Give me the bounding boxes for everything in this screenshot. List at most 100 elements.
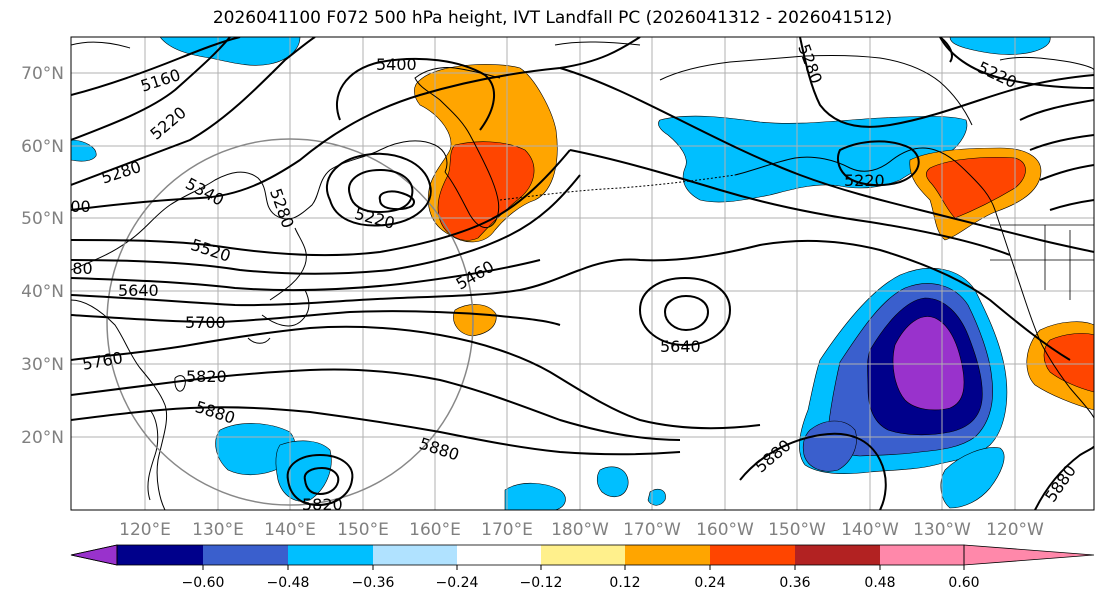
contour-5520 bbox=[71, 174, 581, 275]
cyan-region-northwest bbox=[159, 37, 301, 66]
contour-label: 5400 bbox=[376, 55, 417, 74]
lat-axis: 70°N 60°N 50°N 40°N 30°N 20°N bbox=[21, 64, 64, 448]
contour-trough-east bbox=[559, 67, 1094, 253]
coast-japan bbox=[247, 227, 310, 344]
contour-5880-east bbox=[739, 432, 887, 510]
contour-low-inner-1 bbox=[348, 168, 414, 214]
contour-5580 bbox=[71, 259, 541, 292]
contour-5280-nw bbox=[71, 37, 316, 186]
colorbar-swatch bbox=[117, 545, 203, 565]
lat-label: 40°N bbox=[21, 282, 64, 302]
colorbar-tick-label: −0.48 bbox=[267, 575, 310, 591]
contour-5220-low-ring bbox=[325, 152, 432, 227]
colorbar-swatch bbox=[70, 544, 118, 566]
coast-north-americas-borders bbox=[990, 224, 1094, 300]
contour-5160 bbox=[71, 37, 241, 96]
lon-label: 120°W bbox=[986, 520, 1044, 540]
lon-label: 160°W bbox=[696, 520, 754, 540]
colorbar-swatch bbox=[288, 545, 373, 565]
contour-ne-1 bbox=[1019, 99, 1094, 121]
contour-ne-2 bbox=[1029, 134, 1094, 151]
graticule bbox=[71, 37, 1094, 510]
colorbar-tick-label: −0.12 bbox=[520, 575, 563, 591]
red-region-kamchatka bbox=[437, 141, 535, 241]
contour-trough-east-2 bbox=[569, 149, 1011, 256]
coast-kamchatka bbox=[414, 67, 501, 229]
contour-5880-south bbox=[71, 406, 681, 456]
colorbar-tick-label: −0.36 bbox=[352, 575, 395, 591]
colorbar-swatch bbox=[203, 545, 288, 565]
contour-ne-3 bbox=[1039, 164, 1094, 181]
contour-5220-nw bbox=[71, 37, 231, 141]
coast-arctic-islands bbox=[71, 41, 1094, 71]
lon-label: 140°E bbox=[264, 520, 316, 540]
lon-label: 170°W bbox=[623, 520, 681, 540]
colorbar-tick-label: 0.12 bbox=[609, 575, 640, 591]
colorbar-swatch bbox=[541, 545, 625, 565]
height-contours bbox=[71, 37, 1094, 510]
cyan-region-south-small bbox=[596, 466, 629, 498]
lat-label: 30°N bbox=[21, 355, 64, 375]
contour-5880-far-east bbox=[1034, 445, 1094, 510]
cyan-region-south-central bbox=[504, 482, 566, 510]
lon-label: 160°E bbox=[409, 520, 461, 540]
contour-label: 5640 bbox=[118, 281, 159, 300]
cyan-region-alaska bbox=[658, 115, 968, 203]
contour-5820 bbox=[71, 368, 681, 441]
colorbar-tick-label: 0.24 bbox=[694, 575, 725, 591]
cyan-region-northeast bbox=[949, 37, 1051, 55]
coast-north-america-west bbox=[1009, 254, 1094, 419]
colorbar-tick-label: 0.36 bbox=[779, 575, 810, 591]
lon-axis: 120°E 130°E 140°E 150°E 160°E 170°E 180°… bbox=[119, 520, 1044, 540]
red-region-california bbox=[1043, 333, 1094, 393]
colorbar-tick-label: −0.24 bbox=[436, 575, 479, 591]
contour-ne-4 bbox=[1049, 199, 1094, 211]
map-area: 5160 5220 5280 5400 5340 5220 5280 5520 … bbox=[50, 37, 1094, 514]
contour-ridge-center bbox=[579, 239, 1071, 361]
lon-label: 130°W bbox=[913, 520, 971, 540]
contour-label: 5700 bbox=[185, 313, 226, 332]
colorbar-swatch bbox=[373, 545, 457, 565]
contour-5280-alaska bbox=[799, 37, 1094, 128]
contour-5640 bbox=[71, 269, 581, 307]
contour-arctic-high bbox=[939, 37, 953, 63]
colorbar-outline-left bbox=[70, 544, 118, 566]
contour-5460 bbox=[71, 149, 571, 257]
colorbar-swatch bbox=[880, 545, 964, 565]
contour-5640-midpacific-inner bbox=[663, 294, 710, 332]
contour-5700 bbox=[71, 310, 561, 326]
cyan-region-west-edge bbox=[71, 139, 97, 162]
contour-label: 5820 bbox=[302, 495, 343, 514]
lon-label: 140°W bbox=[841, 520, 899, 540]
cyan-region-east-tropics bbox=[940, 447, 1005, 509]
distance-ring bbox=[106, 138, 474, 506]
lat-label: 60°N bbox=[21, 137, 64, 157]
coast-aleutians bbox=[499, 174, 736, 201]
cyan-region-south-small-2 bbox=[647, 488, 666, 506]
purple-region-subtropical bbox=[892, 316, 965, 411]
contour-5220-alaska bbox=[836, 140, 920, 187]
colorbar: −0.60 −0.48 −0.36 −0.24 −0.12 0.12 0.24 … bbox=[70, 544, 1095, 591]
contour-5640-midpacific-outer bbox=[638, 276, 732, 347]
colorbar-tick-label: −0.60 bbox=[182, 575, 225, 591]
colorbar-swatch bbox=[795, 545, 880, 565]
lon-label: 130°E bbox=[192, 520, 244, 540]
coast-asia-mainland bbox=[71, 140, 448, 510]
coast-taiwan-philippines bbox=[147, 375, 186, 501]
contour-label: 5400 bbox=[50, 197, 91, 216]
contour-label: 5820 bbox=[186, 367, 227, 386]
lat-label: 70°N bbox=[21, 64, 64, 84]
contour-label: 5220 bbox=[844, 171, 885, 190]
contour-label: 5580 bbox=[52, 259, 93, 278]
lon-label: 150°E bbox=[337, 520, 389, 540]
contour-5760 bbox=[71, 325, 761, 430]
lon-label: 150°W bbox=[768, 520, 826, 540]
contour-high-ring bbox=[286, 453, 354, 507]
colorbar-tick-label: 0.60 bbox=[948, 575, 979, 591]
lon-label: 180°W bbox=[551, 520, 609, 540]
contour-high-ring-inner bbox=[303, 466, 340, 496]
colorbar-swatch bbox=[963, 544, 1095, 566]
contour-5400-ridge bbox=[335, 57, 496, 131]
ivt-shading bbox=[71, 37, 1094, 510]
